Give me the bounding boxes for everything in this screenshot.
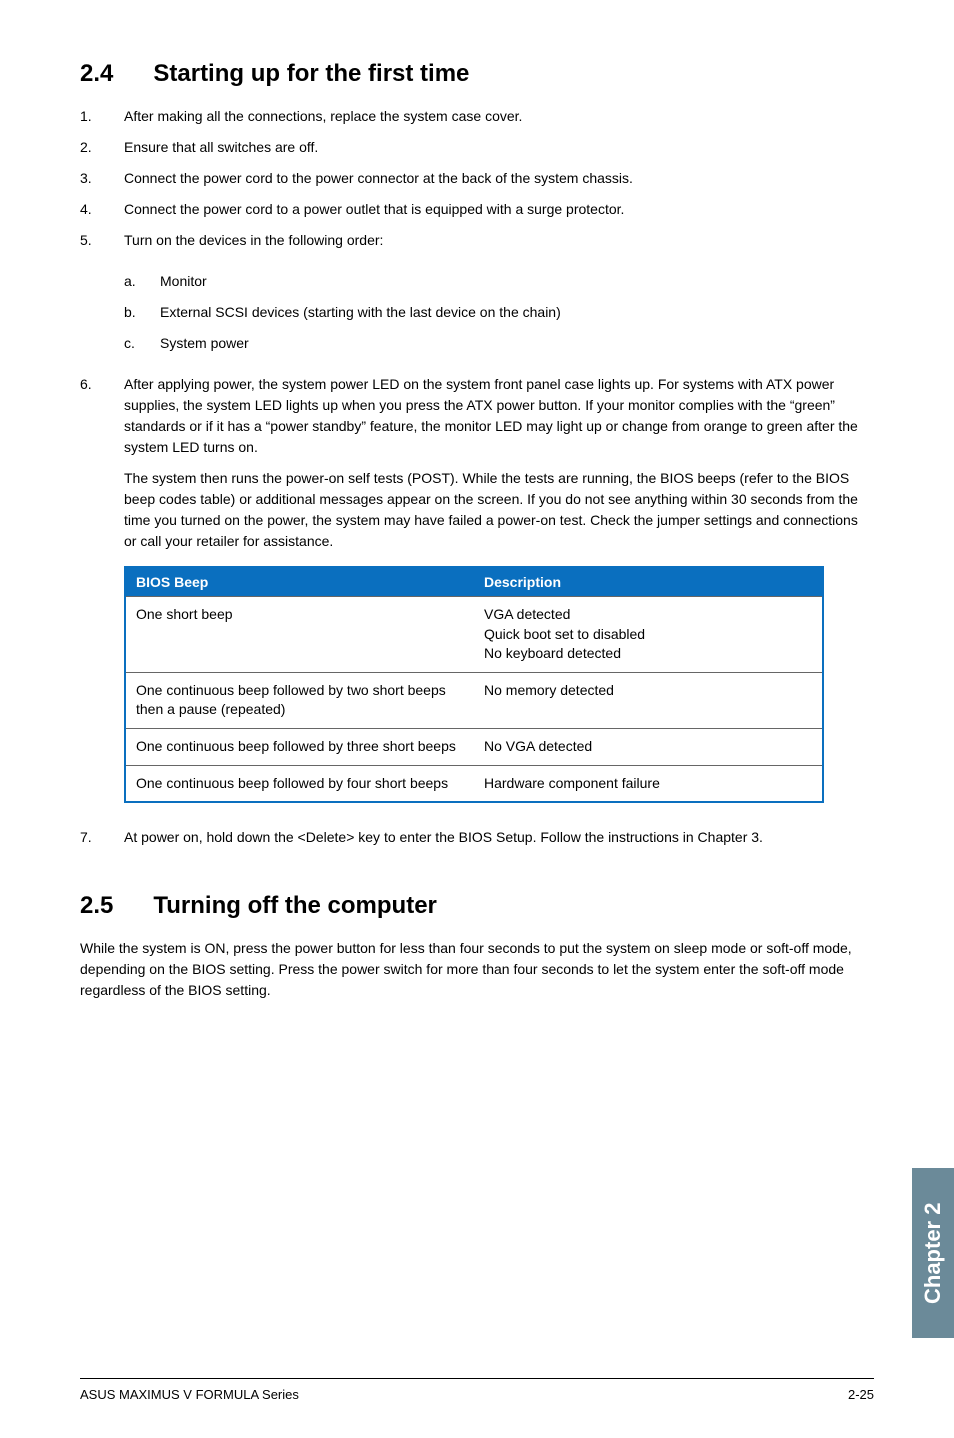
- section-24-num: 2.4: [80, 60, 113, 88]
- sub-text: External SCSI devices (starting with the…: [160, 302, 561, 323]
- table-header-desc: Description: [474, 567, 823, 597]
- sub-letter: c.: [124, 333, 160, 354]
- list-num-7: 7.: [80, 827, 124, 848]
- sub-text: System power: [160, 333, 249, 354]
- list-item-4: 4.Connect the power cord to a power outl…: [80, 199, 874, 220]
- list-body: Connect the power cord to the power conn…: [124, 168, 874, 189]
- list-item-2: 2.Ensure that all switches are off.: [80, 137, 874, 158]
- item6-p1: After applying power, the system power L…: [124, 374, 874, 458]
- list-num: 5.: [80, 230, 124, 251]
- list-num: 3.: [80, 168, 124, 189]
- list-num-6: 6.: [80, 374, 124, 552]
- footer-left: ASUS MAXIMUS V FORMULA Series: [80, 1387, 299, 1402]
- list-item-5: 5.Turn on the devices in the following o…: [80, 230, 874, 251]
- sub-item-2: b.External SCSI devices (starting with t…: [124, 302, 874, 323]
- list-num: 2.: [80, 137, 124, 158]
- sub-text: Monitor: [160, 271, 207, 292]
- table-header-beep: BIOS Beep: [125, 567, 474, 597]
- section-25-num: 2.5: [80, 892, 113, 920]
- list-body: Ensure that all switches are off.: [124, 137, 874, 158]
- list-num: 1.: [80, 106, 124, 127]
- list-body: After making all the connections, replac…: [124, 106, 874, 127]
- table-cell-desc: No memory detected: [474, 672, 823, 728]
- table-cell-desc: No VGA detected: [474, 728, 823, 765]
- table-row: One continuous beep followed by three sh…: [125, 728, 823, 765]
- sub-letter: a.: [124, 271, 160, 292]
- list-num: 4.: [80, 199, 124, 220]
- list-item-3: 3.Connect the power cord to the power co…: [80, 168, 874, 189]
- item7-text: At power on, hold down the <Delete> key …: [124, 827, 874, 848]
- table-cell-desc: VGA detected Quick boot set to disabled …: [474, 597, 823, 673]
- list-item-6: 6. After applying power, the system powe…: [80, 374, 874, 552]
- table-cell-beep: One continuous beep followed by four sho…: [125, 765, 474, 802]
- table-row: One continuous beep followed by four sho…: [125, 765, 823, 802]
- sub-letter: b.: [124, 302, 160, 323]
- sub-item-3: c.System power: [124, 333, 874, 354]
- table-cell-beep: One continuous beep followed by three sh…: [125, 728, 474, 765]
- table-row: One continuous beep followed by two shor…: [125, 672, 823, 728]
- table-cell-beep: One short beep: [125, 597, 474, 673]
- footer-right: 2-25: [848, 1387, 874, 1402]
- list-item-1: 1.After making all the connections, repl…: [80, 106, 874, 127]
- list-item-5-sub: a.Monitorb.External SCSI devices (starti…: [80, 261, 874, 364]
- section-25-heading: 2.5 Turning off the computer: [80, 892, 874, 920]
- chapter-side-tab: Chapter 2: [912, 1168, 954, 1338]
- item6-p2: The system then runs the power-on self t…: [124, 468, 874, 552]
- section-24-title: Starting up for the first time: [153, 60, 469, 88]
- list-body: Turn on the devices in the following ord…: [124, 230, 874, 251]
- section-25-title: Turning off the computer: [153, 892, 437, 920]
- page-footer: ASUS MAXIMUS V FORMULA Series 2-25: [80, 1378, 874, 1402]
- section-25-body: While the system is ON, press the power …: [80, 938, 874, 1001]
- table-row: One short beepVGA detected Quick boot se…: [125, 597, 823, 673]
- bios-beep-table: BIOS Beep Description One short beepVGA …: [124, 566, 824, 803]
- table-cell-beep: One continuous beep followed by two shor…: [125, 672, 474, 728]
- table-cell-desc: Hardware component failure: [474, 765, 823, 802]
- section-24-heading: 2.4 Starting up for the first time: [80, 60, 874, 88]
- list-body: Connect the power cord to a power outlet…: [124, 199, 874, 220]
- sub-item-1: a.Monitor: [124, 271, 874, 292]
- list-item-7: 7. At power on, hold down the <Delete> k…: [80, 827, 874, 848]
